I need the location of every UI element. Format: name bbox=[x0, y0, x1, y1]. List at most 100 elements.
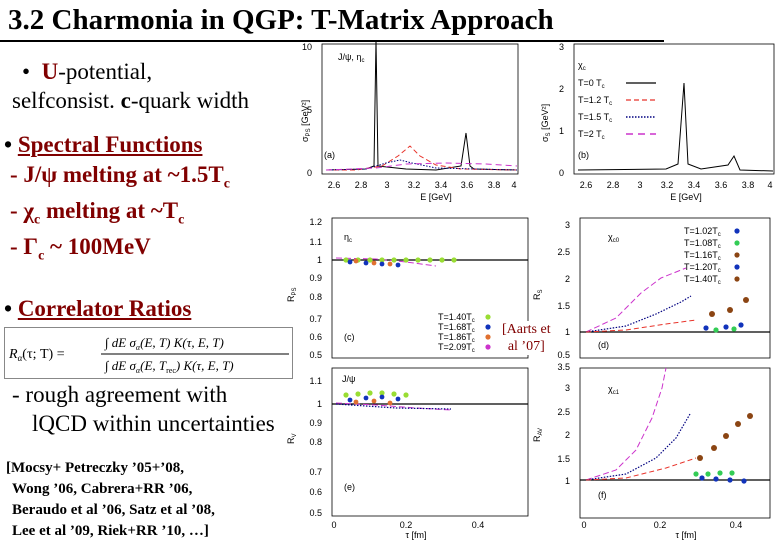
svg-text:4: 4 bbox=[767, 180, 772, 190]
panel-f-xlabel: τ [fm] bbox=[675, 530, 696, 540]
panel-c-ylabel: RPS bbox=[286, 287, 298, 302]
panel-e-xlabel: τ [fm] bbox=[405, 530, 426, 540]
panel-c-legend: T=1.40Tc T=1.68Tc T=1.86Tc T=2.09Tc bbox=[438, 312, 491, 354]
svg-text:0: 0 bbox=[331, 520, 336, 530]
svg-text:0.2: 0.2 bbox=[400, 520, 413, 530]
panel-a-ytick-5: 5 bbox=[307, 105, 312, 115]
svg-text:2: 2 bbox=[565, 430, 570, 440]
svg-text:3: 3 bbox=[565, 220, 570, 230]
svg-text:T=1.16Tc: T=1.16Tc bbox=[684, 250, 721, 262]
title-underline bbox=[0, 40, 664, 42]
panel-e: (e) J/ψ RV 0.5 0.6 0.7 0.8 0.9 1 1.1 0 0… bbox=[286, 367, 529, 540]
panel-d: (d) χc0 RS 0.5 1 1.5 2 2.5 3 T=1.02Tc T=… bbox=[532, 217, 771, 360]
formula-svg: Rα(τ; T) = ∫ dE σα(E, T) K(τ, E, T) ∫ dE… bbox=[8, 335, 289, 375]
svg-text:T=1.08Tc: T=1.08Tc bbox=[684, 238, 721, 250]
panel-f-yticks: 1 1.5 2 2.5 3 3.5 bbox=[557, 362, 570, 486]
legend-chic: χc bbox=[578, 60, 586, 72]
svg-text:3.5: 3.5 bbox=[557, 362, 570, 372]
agreement-line2: lQCD within uncertainties bbox=[32, 411, 275, 436]
svg-text:T=1.40Tc: T=1.40Tc bbox=[684, 274, 721, 286]
svg-text:0.2: 0.2 bbox=[654, 520, 667, 530]
panel-b-xlabel: E [GeV] bbox=[670, 192, 702, 202]
panel-a-label: (a) bbox=[324, 150, 335, 160]
svg-text:1.2: 1.2 bbox=[309, 217, 322, 227]
panel-c-points bbox=[343, 257, 457, 268]
panel-c-frame bbox=[331, 217, 529, 359]
panel-b: (b) σS [GeV²] 0 1 2 3 2.6 2.8 3 3.2 3.4 … bbox=[540, 42, 775, 202]
reference-2: Wong ’06, Cabrera+RR ’06, bbox=[12, 481, 193, 497]
slide-title: 3.2 Charmonia in QGP: T-Matrix Approach bbox=[8, 4, 554, 36]
svg-text:0.5: 0.5 bbox=[309, 508, 322, 518]
panel-d-frame bbox=[579, 217, 771, 359]
svg-text:3: 3 bbox=[637, 180, 642, 190]
panel-a-ytick-0: 0 bbox=[307, 168, 312, 178]
svg-text:1: 1 bbox=[565, 327, 570, 337]
panel-e-points bbox=[343, 390, 409, 406]
panel-b-ylabel: σS [GeV²] bbox=[540, 104, 552, 142]
svg-text:0.5: 0.5 bbox=[557, 350, 570, 360]
results-figure: (a) J/ψ, ηc σPS [GeV²] 0 5 10 2.6 2.8 3 … bbox=[286, 38, 780, 540]
panel-d-label: (d) bbox=[598, 340, 609, 350]
panel-b-ytick-2: 2 bbox=[559, 84, 564, 94]
svg-text:2.8: 2.8 bbox=[607, 180, 620, 190]
legend-t0: T=0 Tc bbox=[578, 78, 605, 90]
panel-b-ytick-0: 0 bbox=[559, 168, 564, 178]
svg-text:T=1.40Tc: T=1.40Tc bbox=[438, 312, 475, 324]
svg-text:0.8: 0.8 bbox=[309, 292, 322, 302]
panel-c-label: (c) bbox=[344, 332, 355, 342]
svg-text:1: 1 bbox=[565, 476, 570, 486]
panel-c-tag: ηc bbox=[344, 232, 352, 244]
panel-a-frame bbox=[321, 43, 519, 175]
panel-a-xticks: 2.6 2.8 3 3.2 3.4 3.6 3.8 4 bbox=[328, 180, 517, 190]
svg-text:0.4: 0.4 bbox=[730, 520, 743, 530]
panel-a-curve-t15 bbox=[325, 159, 518, 171]
formula-denominator: ∫ dE σα(E, Trec) K(τ, E, T) bbox=[104, 358, 234, 375]
svg-text:3.8: 3.8 bbox=[742, 180, 755, 190]
reference-3: Beraudo et al ’06, Satz et al ’08, bbox=[12, 502, 215, 518]
svg-text:3.2: 3.2 bbox=[408, 180, 421, 190]
svg-text:T=1.20Tc: T=1.20Tc bbox=[684, 262, 721, 274]
bullet-correlator-ratios: • Correlator Ratios bbox=[4, 296, 192, 321]
svg-text:0.7: 0.7 bbox=[309, 467, 322, 477]
panel-a-xlabel: E [GeV] bbox=[420, 192, 452, 202]
panel-b-frame bbox=[573, 43, 775, 175]
svg-text:2.8: 2.8 bbox=[355, 180, 368, 190]
svg-text:2.6: 2.6 bbox=[580, 180, 593, 190]
u-letter: U bbox=[41, 59, 59, 84]
jpsi-melting-line: - J/ψ melting at ~1.5Tc bbox=[10, 162, 230, 192]
svg-text:0.6: 0.6 bbox=[309, 332, 322, 342]
panel-a-curve-t12 bbox=[326, 145, 518, 171]
svg-text:3.4: 3.4 bbox=[435, 180, 448, 190]
panel-d-yticks: 0.5 1 1.5 2 2.5 3 bbox=[557, 220, 570, 360]
svg-text:0.9: 0.9 bbox=[309, 418, 322, 428]
panel-c-yticks: 0.5 0.6 0.7 0.8 0.9 1 1.1 1.2 bbox=[309, 217, 322, 360]
panel-b-label: (b) bbox=[578, 150, 589, 160]
svg-text:3: 3 bbox=[565, 383, 570, 393]
panel-f-curve-magenta bbox=[585, 367, 667, 481]
panel-a-curve-t20 bbox=[325, 162, 518, 171]
panel-d-points bbox=[703, 297, 749, 333]
svg-text:T=1.86Tc: T=1.86Tc bbox=[438, 332, 475, 344]
svg-text:0.8: 0.8 bbox=[309, 437, 322, 447]
panel-b-xticks: 2.6 2.8 3 3.2 3.4 3.6 3.8 4 bbox=[580, 180, 773, 190]
svg-text:T=1.02Tc: T=1.02Tc bbox=[684, 226, 721, 238]
panel-e-curve-blue bbox=[335, 403, 452, 410]
svg-text:0.5: 0.5 bbox=[309, 350, 322, 360]
reference-4: Lee et al ’09, Riek+RR ’10, …] bbox=[12, 523, 209, 539]
svg-text:0.4: 0.4 bbox=[472, 520, 485, 530]
svg-text:0: 0 bbox=[581, 520, 586, 530]
reference-1: [Mocsy+ Petreczky ’05+’08, bbox=[6, 460, 185, 476]
svg-text:3.8: 3.8 bbox=[488, 180, 501, 190]
panel-b-ytick-1: 1 bbox=[559, 126, 564, 136]
panel-f-ylabel: RAV bbox=[532, 428, 544, 442]
legend-t15: T=1.5 Tc bbox=[578, 112, 612, 124]
panel-c: (c) ηc RPS 0.5 0.6 0.7 0.8 0.9 1 1.1 1.2… bbox=[286, 217, 529, 360]
panel-f-points bbox=[693, 413, 753, 484]
svg-text:3.6: 3.6 bbox=[715, 180, 728, 190]
panel-a-ylabel: σPS [GeV²] bbox=[300, 100, 312, 142]
panel-a-ytick-10: 10 bbox=[302, 42, 312, 52]
panel-f: (f) χc1 RAV 1 1.5 2 2.5 3 3.5 0 0.2 0.4 … bbox=[532, 362, 771, 540]
svg-text:2.6: 2.6 bbox=[328, 180, 341, 190]
svg-text:3: 3 bbox=[384, 180, 389, 190]
figure-svg: (a) J/ψ, ηc σPS [GeV²] 0 5 10 2.6 2.8 3 … bbox=[286, 39, 775, 540]
